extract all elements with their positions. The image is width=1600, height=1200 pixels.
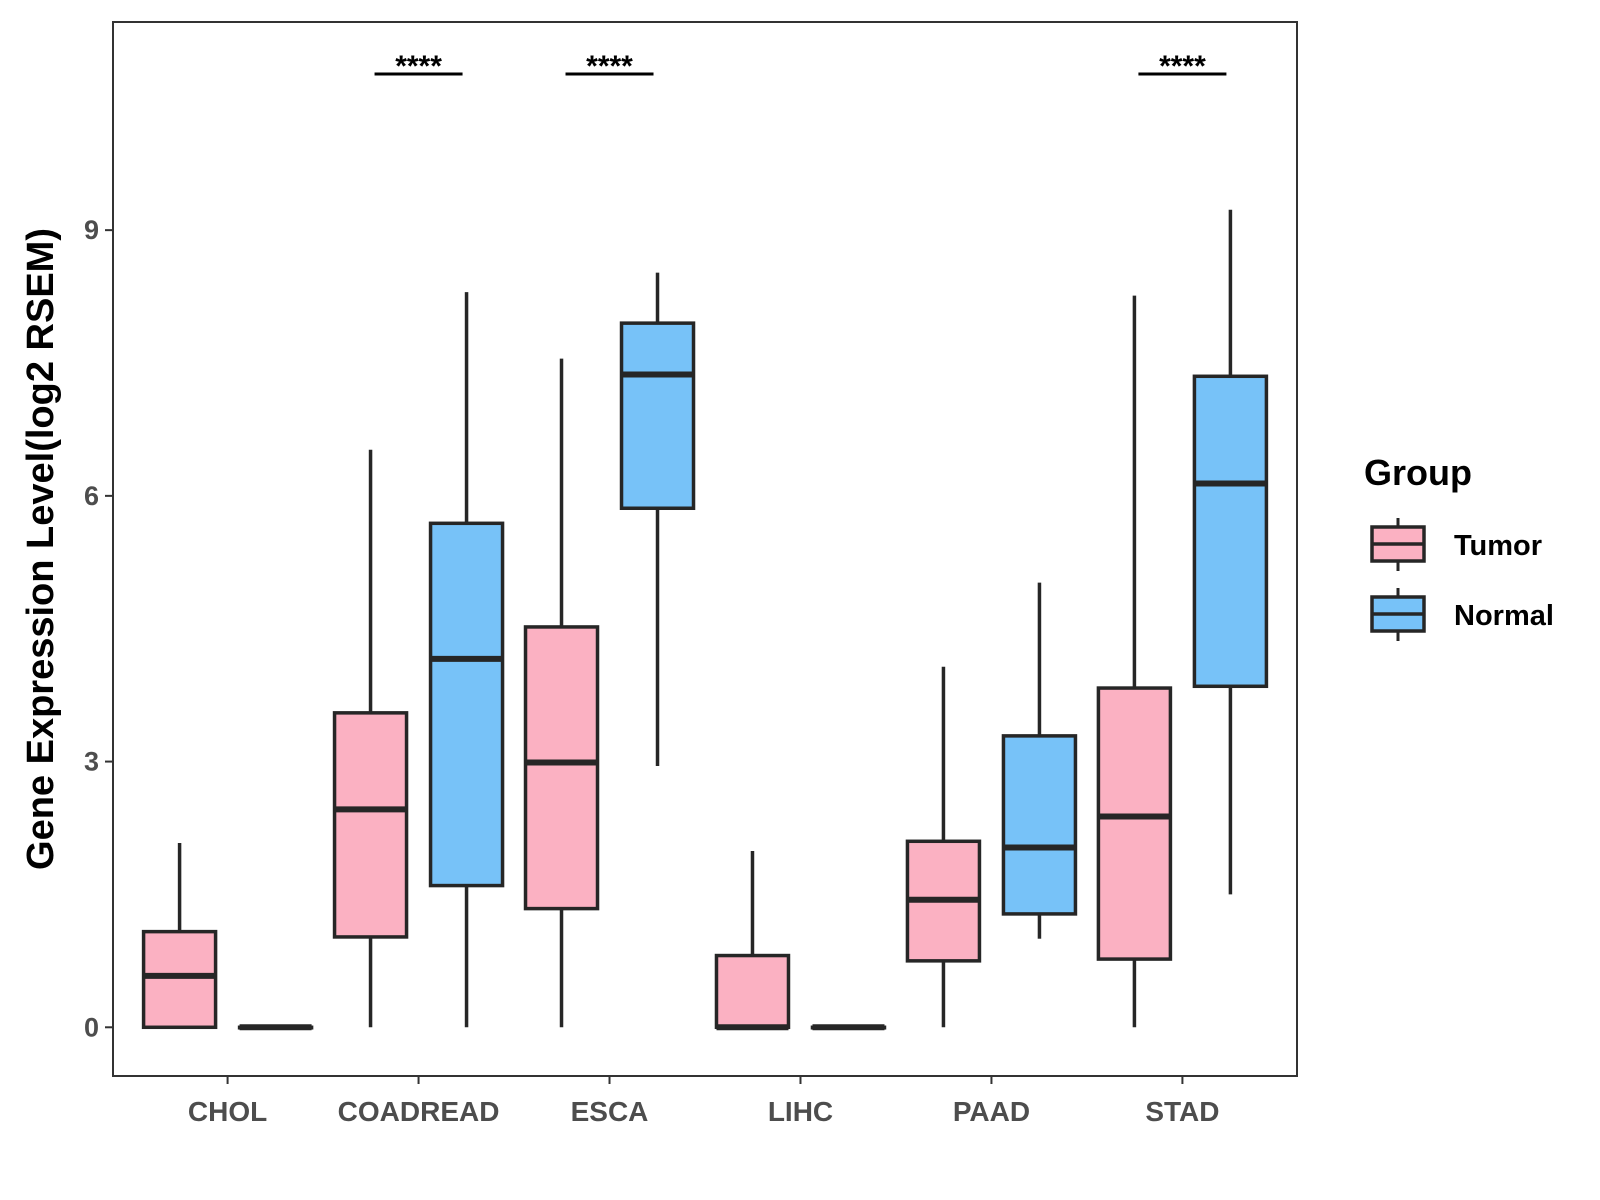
legend-label: Normal [1454,600,1554,632]
box-tumor-chol [141,843,218,1030]
box-layer [141,209,1269,1031]
box-tumor-esca [523,358,600,1028]
legend: Group Tumor Normal [1364,452,1554,641]
box-rect [428,521,505,888]
box-rect [523,625,600,911]
box-normal-lihc [810,1024,887,1031]
box-tumor-stad [1096,295,1173,1028]
y-axis: 0 3 6 9 [84,215,113,1042]
box-rect [332,711,409,939]
y-tick-label: 6 [84,481,99,511]
legend-title: Group [1364,452,1472,493]
significance-label: **** [586,50,633,83]
box-rect [1001,734,1078,916]
box-normal-chol [237,1024,314,1031]
box-tumor-coadread [332,449,409,1028]
significance-label: **** [1159,50,1206,83]
x-tick-label: PAAD [953,1096,1030,1127]
legend-label: Tumor [1454,530,1542,562]
x-tick-label: CHOL [188,1096,267,1127]
box-normal-esca [619,272,696,766]
y-tick-label: 9 [84,215,99,245]
y-tick-label: 3 [84,747,99,777]
x-tick-label: ESCA [571,1096,649,1127]
box-rect [1192,374,1269,689]
x-tick-label: LIHC [768,1096,833,1127]
box-rect [714,953,791,1030]
y-axis-title: Gene Expression Level(log2 RSEM) [20,228,62,870]
box-rect [141,929,218,1030]
y-tick-label: 0 [84,1012,99,1042]
significance-layer: **** **** **** [374,50,1227,83]
box-normal-paad [1001,582,1078,939]
box-normal-coadread [428,292,505,1028]
significance-label: **** [395,50,442,83]
legend-entry-normal: Normal [1370,588,1554,641]
box-rect [1096,686,1173,961]
legend-entry-tumor: Tumor [1370,518,1542,571]
x-tick-label: STAD [1145,1096,1219,1127]
box-tumor-lihc [714,851,791,1031]
x-axis: CHOL COADREAD ESCA LIHC PAAD STAD [188,1076,1219,1127]
box-tumor-paad [905,666,982,1028]
x-tick-label: COADREAD [338,1096,500,1127]
box-normal-stad [1192,209,1269,895]
box-rect [619,321,696,511]
